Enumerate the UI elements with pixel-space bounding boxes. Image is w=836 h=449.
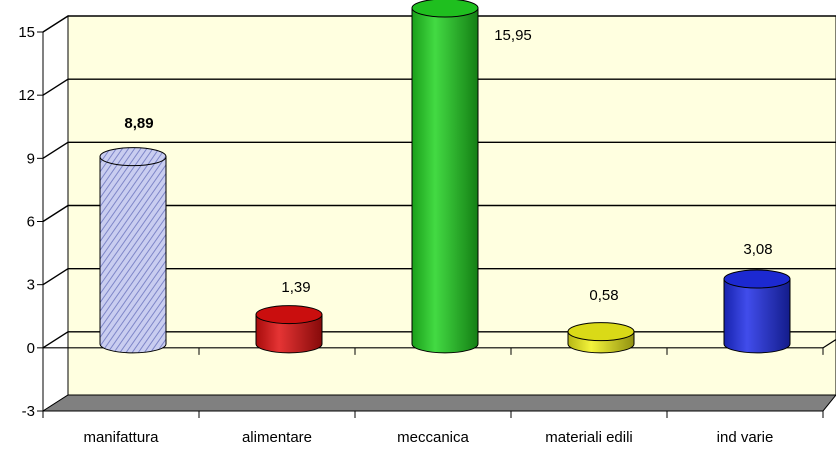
bar-body [255, 314, 323, 354]
y-tick-label: 15 [18, 24, 35, 41]
gridline [42, 267, 836, 286]
gridline [42, 15, 836, 33]
bar-2 [255, 305, 323, 354]
bar-5 [723, 269, 791, 354]
labels: -3 0 3 6 9 12 15 manifattura alimentare meccanica… [18, 24, 773, 446]
y-tick-label: 6 [27, 214, 35, 231]
data-label: 0,58 [589, 287, 618, 304]
data-label: 1,39 [281, 279, 310, 296]
y-tick-label: 12 [18, 87, 35, 104]
bar-top [255, 305, 323, 325]
data-label: 15,95 [494, 27, 532, 44]
bar-top [99, 147, 167, 167]
bar-body [723, 278, 791, 354]
x-category-label: materiali edili [545, 429, 633, 446]
bar-body [411, 7, 479, 354]
data-label: 3,08 [743, 241, 772, 258]
bar-top [723, 269, 791, 289]
y-tick-label: 9 [27, 150, 35, 167]
y-tick-label: 0 [27, 340, 35, 357]
bar-3 [411, 0, 479, 354]
bars [99, 0, 791, 354]
bar-4 [567, 322, 635, 354]
floor-plane [41, 394, 836, 412]
bar-top [567, 322, 635, 342]
x-axis-depth [822, 339, 836, 349]
data-label: 8,89 [124, 115, 153, 132]
x-category-label: alimentare [242, 429, 312, 446]
gridline [42, 141, 836, 159]
x-category-label: ind varie [717, 429, 774, 446]
gridline [42, 204, 836, 223]
bar-body [99, 156, 167, 354]
bar-top [411, 0, 479, 18]
bar-1 [99, 147, 167, 354]
chart-floor [41, 394, 836, 412]
y-tick-label: -3 [22, 403, 35, 420]
y-tick-label: 3 [27, 277, 35, 294]
x-category-label: manifattura [83, 429, 159, 446]
gridline [42, 78, 836, 96]
gridlines [42, 15, 836, 349]
x-category-label: meccanica [397, 429, 469, 446]
